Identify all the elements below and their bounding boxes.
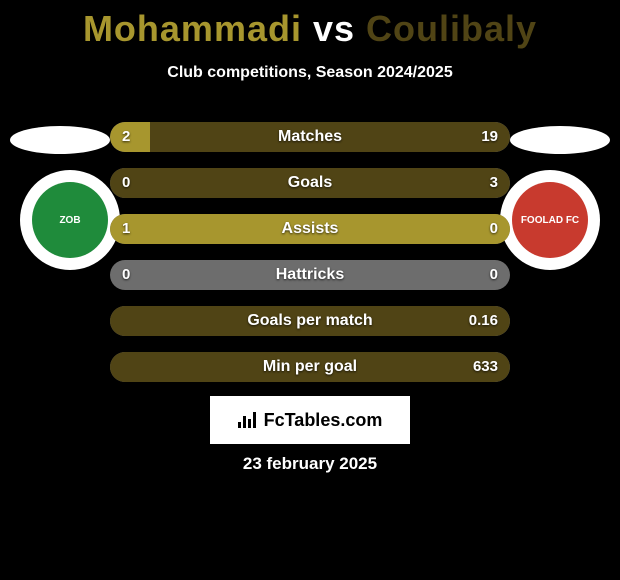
club-crest-right: FOOLAD FC	[500, 170, 600, 270]
stat-row: Hattricks0 0	[110, 260, 510, 290]
stat-value-right: 3	[490, 168, 498, 198]
stat-row: Matches2 19	[110, 122, 510, 152]
stat-label: Goals	[110, 168, 510, 198]
stat-row: Min per goal633	[110, 352, 510, 382]
stat-row: Goals0 3	[110, 168, 510, 198]
flag-placeholder-right	[510, 126, 610, 154]
stat-value-left: 2	[122, 122, 130, 152]
stat-label: Hattricks	[110, 260, 510, 290]
stat-label: Matches	[110, 122, 510, 152]
crest-left-label: ZOB	[59, 215, 80, 226]
club-crest-right-inner: FOOLAD FC	[512, 182, 588, 258]
stat-value-left: 1	[122, 214, 130, 244]
player-b-name: Coulibaly	[366, 8, 537, 49]
bar-chart-icon	[238, 412, 258, 428]
stat-row: Assists1 0	[110, 214, 510, 244]
branding-banner: FcTables.com	[210, 396, 410, 444]
branding-text: FcTables.com	[264, 410, 383, 431]
stat-label: Assists	[110, 214, 510, 244]
flag-placeholder-left	[10, 126, 110, 154]
club-crest-left-inner: ZOB	[32, 182, 108, 258]
stat-value-right: 0	[490, 214, 498, 244]
player-a-name: Mohammadi	[83, 8, 302, 49]
club-crest-left: ZOB	[20, 170, 120, 270]
stat-value-right: 633	[473, 352, 498, 382]
stat-value-right: 0.16	[469, 306, 498, 336]
stat-value-right: 19	[481, 122, 498, 152]
snapshot-date: 23 february 2025	[0, 454, 620, 474]
stat-value-left: 0	[122, 260, 130, 290]
vs-text: vs	[302, 8, 366, 49]
stat-label: Min per goal	[110, 352, 510, 382]
stat-label: Goals per match	[110, 306, 510, 336]
stat-value-right: 0	[490, 260, 498, 290]
stat-value-left: 0	[122, 168, 130, 198]
stats-container: Matches219Goals03Assists10Hattricks00Goa…	[110, 122, 510, 398]
subtitle: Club competitions, Season 2024/2025	[0, 64, 620, 82]
crest-right-label: FOOLAD FC	[521, 215, 579, 226]
comparison-title: Mohammadi vs Coulibaly	[0, 0, 620, 50]
stat-row: Goals per match0.16	[110, 306, 510, 336]
